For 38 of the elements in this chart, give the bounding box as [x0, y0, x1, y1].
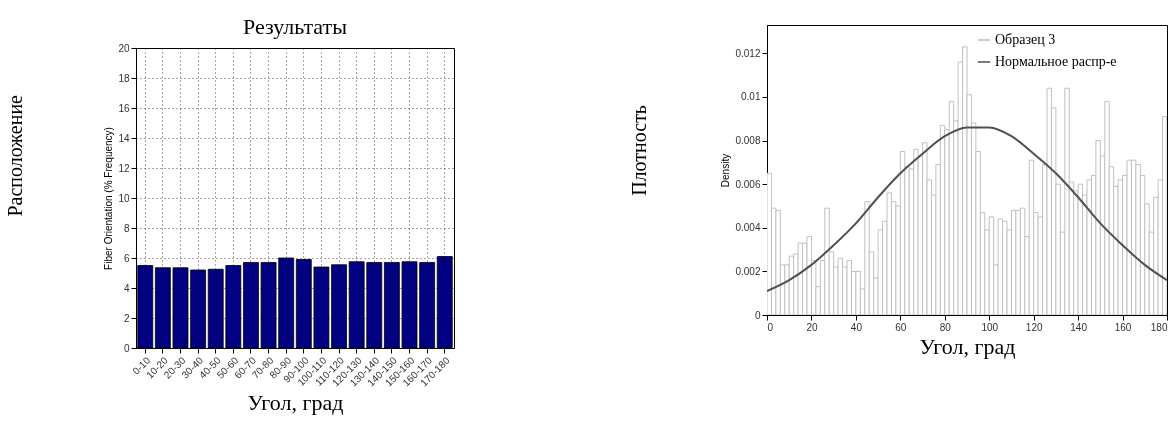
x-tick-label: 120	[1025, 321, 1043, 333]
line-series	[767, 126, 1167, 293]
y-tick-label: 0.002	[735, 265, 761, 277]
x-axis-title: Угол, град	[247, 389, 344, 415]
x-tick-label: 20	[806, 321, 818, 333]
x-tick-label: 80	[939, 321, 952, 333]
y-axis-title: Fiber Orientation (% Frequency)	[103, 127, 115, 270]
y-tick-label: 0	[123, 342, 130, 354]
y-tick-label: 20	[118, 42, 130, 54]
x-tick-label: 0	[767, 321, 774, 333]
y-tick-label: 16	[118, 102, 130, 114]
y-tick-label: 10	[118, 192, 130, 204]
x-tick-label: 160	[1114, 321, 1132, 333]
y-tick-label: 4	[123, 282, 130, 294]
text: Плотность	[628, 105, 651, 196]
y-tick-label: 0.006	[735, 178, 761, 190]
y-tick-label: 12	[118, 162, 130, 174]
y-tick-label: 0	[754, 309, 761, 321]
x-tick-label: 180	[1150, 321, 1168, 333]
y-tick-label: 0.004	[735, 222, 761, 234]
y-axis-title: Density	[720, 153, 732, 188]
y-tick-label: 0.008	[735, 135, 761, 147]
x-tick-label: 60	[895, 321, 907, 333]
y-tick-label: 18	[118, 72, 130, 84]
legend-label: Нормальное распр-е	[995, 54, 1117, 69]
x-axis-title: Угол, град	[919, 333, 1016, 359]
y-tick-label: 6	[123, 252, 130, 264]
x-tick-label: 100	[981, 321, 999, 333]
y-tick-label: 14	[118, 132, 130, 144]
y-tick-label: 0.012	[735, 47, 761, 59]
y-tick-label: 2	[123, 312, 130, 324]
text: Расположение	[4, 95, 27, 217]
legend-label: Образец 3	[995, 32, 1056, 47]
chart-title: Результаты	[243, 14, 348, 39]
x-tick-label: 140	[1070, 321, 1088, 333]
x-tick-label: 40	[850, 321, 863, 333]
y-tick-label: 8	[123, 222, 130, 234]
y-tick-label: 0.01	[741, 91, 761, 103]
